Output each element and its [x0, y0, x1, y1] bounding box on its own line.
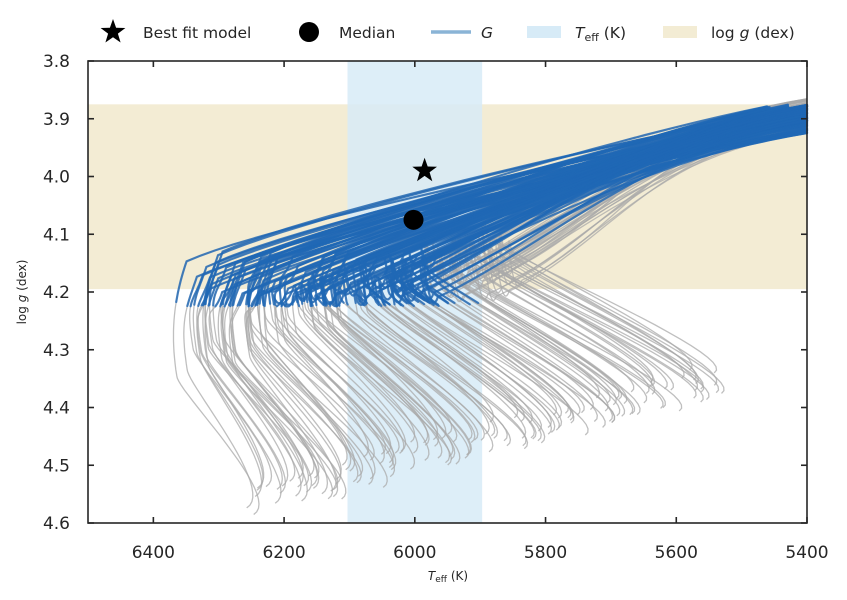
y-tick-label: 4.5 [43, 456, 70, 476]
blue-track-line [390, 105, 809, 307]
blue-track-line [402, 111, 809, 303]
y-tick-label: 4.1 [43, 225, 70, 245]
blue-track-line [419, 114, 809, 304]
y-tick-label: 4.0 [43, 168, 70, 188]
y-tick-label: 4.6 [43, 514, 70, 534]
x-tick-label: 6000 [393, 543, 436, 563]
y-tick-label: 4.4 [43, 399, 70, 419]
legend: Best fit model Median G Teff (K) log g (… [100, 19, 795, 44]
legend-label-best-fit: Best fit model [143, 24, 251, 42]
markers [403, 157, 437, 230]
blue-track-line [334, 104, 809, 305]
median-point [403, 209, 424, 230]
legend-star-icon [100, 19, 126, 43]
legend-label-teff: Teff (K) [575, 24, 626, 44]
y-tick-label: 3.8 [43, 52, 70, 72]
gray-track-line [449, 130, 808, 404]
gray-track-line [488, 120, 808, 394]
x-tick-label: 5800 [524, 543, 567, 563]
evolutionary-tracks [172, 98, 809, 515]
legend-label-g: G [481, 24, 493, 42]
gray-track-line [482, 126, 808, 371]
y-tick-label: 4.3 [43, 341, 70, 361]
x-tick-label: 5600 [655, 543, 698, 563]
legend-label-logg: log g (dex) [711, 24, 795, 42]
blue-tracks [175, 103, 809, 308]
x-tick-label: 6400 [132, 543, 175, 563]
axis-ticks: 6400 6200 6000 5800 5600 5400 3.8 3.9 4.0 4.1 4.2 4… [43, 52, 829, 563]
y-axis-label: log g (dex) [15, 260, 29, 325]
x-axis-label: Teff (K) [428, 569, 468, 585]
blue-track-line [421, 132, 809, 304]
x-tick-label: 6200 [262, 543, 305, 563]
best-fit-star-icon [412, 157, 437, 182]
legend-teff-patch [527, 26, 561, 38]
legend-logg-patch [663, 26, 697, 38]
gray-track-line [508, 110, 808, 394]
legend-label-median: Median [339, 24, 395, 42]
blue-track-line [321, 108, 809, 304]
y-tick-label: 3.9 [43, 110, 70, 130]
blue-track-line [423, 116, 809, 306]
x-tick-label: 5400 [785, 543, 828, 563]
y-tick-label: 4.2 [43, 283, 70, 303]
legend-circle-icon [299, 22, 319, 42]
blue-track-line [247, 105, 768, 307]
